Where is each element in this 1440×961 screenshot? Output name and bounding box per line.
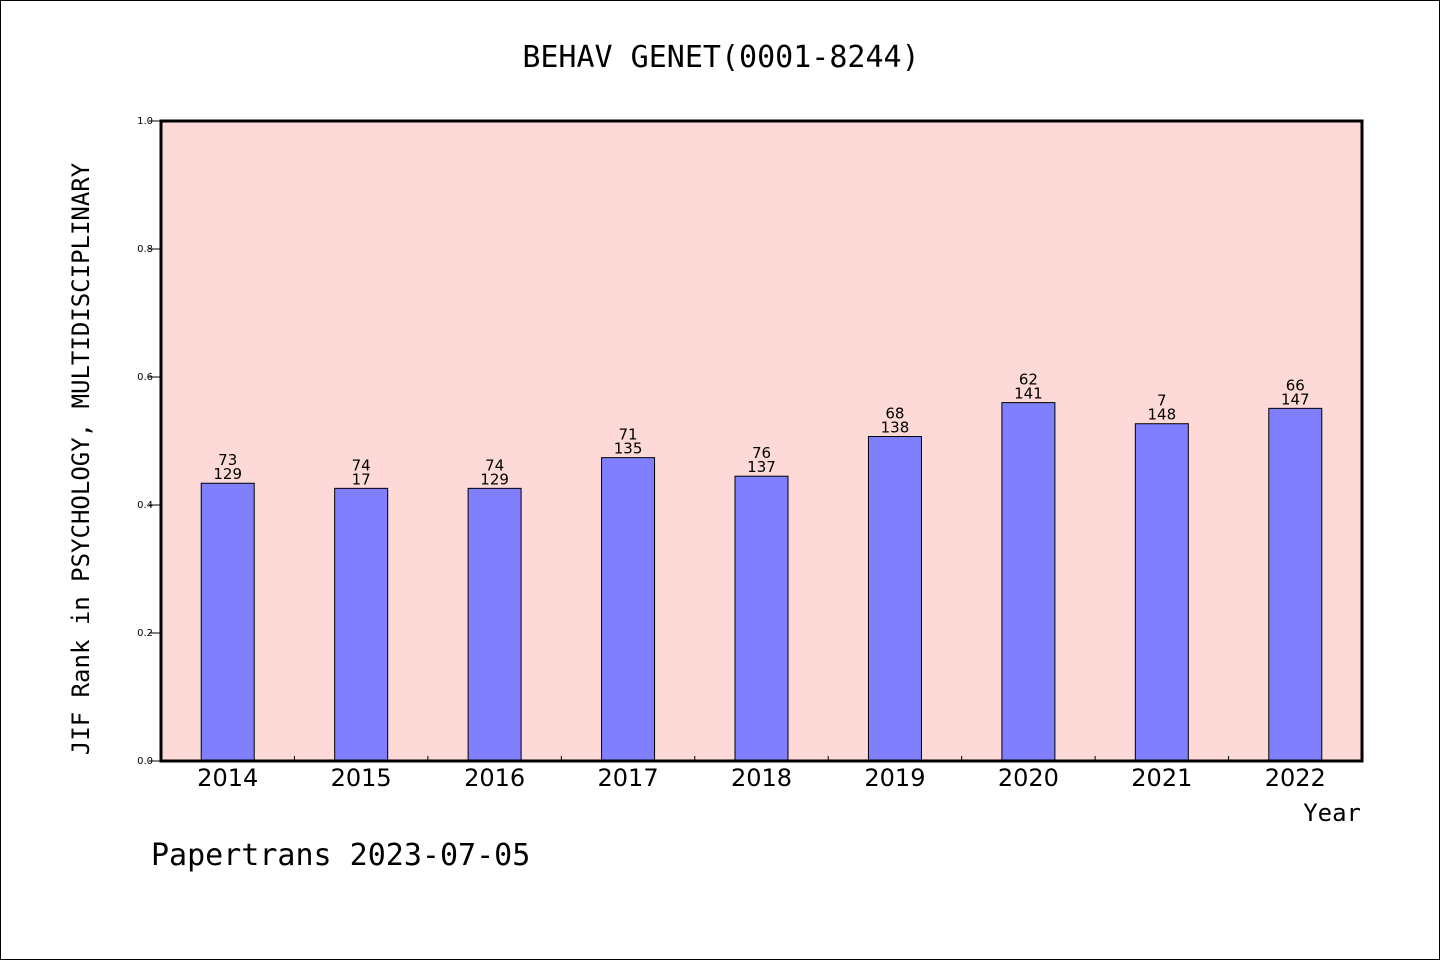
x-tick-label: 2016 [464,764,525,792]
data-label-total: 17 [352,470,371,488]
x-tick-label: 2019 [864,764,925,792]
bar-2021 [1134,423,1189,762]
y-tick-label: 0.4 [137,500,153,511]
y-tick-label: 0.6 [137,372,153,383]
data-label-total: 137 [747,458,776,476]
bar-2022 [1268,407,1323,762]
chart-title: BEHAV GENET(0001-8244) [522,40,919,75]
data-label-rank: 73 [218,451,237,469]
data-label-rank: 76 [752,444,771,462]
data-label-total: 129 [213,465,242,483]
x-axis-ticks: 2014 2015 2016 2017 2018 2019 2020 2021 2022 [197,756,1326,792]
x-tick-label: 2021 [1131,764,1192,792]
data-label-rank: 74 [485,456,504,474]
y-tick-label: 1.0 [137,116,153,127]
y-tick-label: 0.8 [137,244,153,255]
data-label-rank: 68 [885,405,904,423]
data-label-rank: 66 [1286,376,1305,394]
data-label-total: 141 [1014,385,1043,403]
data-label-total: 138 [881,419,910,437]
bars-group [200,402,1323,762]
bar-2014 [200,482,255,762]
bar-2018 [734,475,789,762]
data-label-total: 129 [480,470,509,488]
bar-2019 [867,436,922,762]
y-tick-label: 0.2 [137,628,153,639]
bar-2015 [334,487,389,762]
bar-2016 [467,487,522,762]
data-label-rank: 62 [1019,371,1038,389]
y-axis-ticks: 0.0 0.2 0.4 0.6 0.8 1.0 [137,116,161,767]
data-label-rank: 74 [352,456,371,474]
x-tick-label: 2015 [331,764,392,792]
footer-text: Papertrans 2023-07-05 [151,838,530,873]
x-tick-label: 2022 [1265,764,1326,792]
data-label-rank: 71 [619,426,638,444]
data-label-rank: 7 [1157,392,1167,410]
y-axis-label: JIF Rank in PSYCHOLOGY, MULTIDISCIPLINAR… [67,162,95,755]
x-tick-label: 2018 [731,764,792,792]
data-label-total: 148 [1148,406,1177,424]
y-tick-label: 0.0 [137,756,153,767]
data-label-total: 147 [1281,390,1310,408]
bar-2017 [601,457,656,762]
x-tick-label: 2020 [998,764,1059,792]
plot-border [159,119,1364,763]
x-tick-label: 2014 [197,764,258,792]
data-label-total: 135 [614,440,643,458]
x-tick-label: 2017 [598,764,659,792]
bar-2020 [1001,402,1056,762]
x-axis-label: Year [1303,799,1361,827]
